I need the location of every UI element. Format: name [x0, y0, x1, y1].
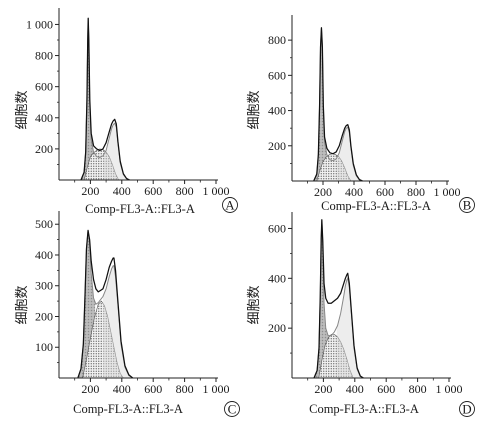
g2-peak-area: [103, 123, 130, 180]
g1-peak-texture: [80, 18, 96, 180]
g2-peak-area: [336, 127, 363, 181]
panel-label-circle: [459, 401, 475, 417]
y-tick-label: 400: [35, 248, 53, 262]
panel-label: C: [228, 402, 237, 417]
g1-peak-texture: [313, 219, 329, 378]
g1-peak-texture: [313, 27, 329, 181]
x-tick-label: 600: [144, 184, 162, 198]
histogram-line: [313, 219, 364, 379]
s-phase-area: [83, 148, 120, 181]
x-tick-label: 400: [113, 184, 131, 198]
x-tick-label: 200: [314, 185, 332, 199]
y-tick-label: 600: [268, 221, 286, 235]
y-tick-label: 800: [35, 49, 53, 63]
s-phase-area: [318, 334, 354, 379]
x-axis-label: Comp-FL3-A::FL3-A: [85, 202, 195, 216]
g2-peak-area: [336, 278, 364, 378]
x-tick-label: 200: [81, 382, 99, 396]
y-tick-label: 300: [35, 279, 53, 293]
x-tick-label: 600: [376, 185, 394, 199]
x-tick-label: 1 000: [436, 382, 463, 396]
panel-a: 200 400 600 800 1 000 200 400 600 800 1 000 细胞数 Com…: [14, 8, 238, 216]
y-tick-label: 600: [268, 68, 286, 82]
x-tick-label: 1 000: [434, 185, 461, 199]
g2-peak-area: [102, 265, 133, 378]
histogram-line: [80, 17, 130, 181]
histogram-line: [77, 229, 134, 379]
x-tick-label: 1 000: [203, 184, 230, 198]
y-tick-label: 400: [268, 104, 286, 118]
y-tick-label: 1 000: [26, 17, 53, 31]
x-tick-label: 800: [176, 184, 194, 198]
x-tick-label: 200: [81, 184, 99, 198]
y-tick-label: 400: [268, 271, 286, 285]
panel-label: B: [463, 198, 472, 213]
y-tick-label: 200: [35, 142, 53, 156]
x-tick-label: 800: [409, 382, 427, 396]
y-axis-label: 细胞数: [14, 285, 29, 324]
y-axis-label: 细胞数: [14, 90, 29, 129]
x-tick-label: 200: [314, 382, 332, 396]
panel-b: 200 400 600 800 200 400 600 800 1 000 细胞数 Comp-FL3…: [246, 15, 475, 213]
y-tick-label: 400: [35, 111, 53, 125]
panel-label: A: [225, 198, 235, 213]
x-tick-label: 800: [407, 185, 425, 199]
y-axis-label: 细胞数: [246, 90, 261, 129]
panel-label-circle: [222, 197, 238, 213]
y-tick-label: 800: [268, 33, 286, 47]
y-tick-label: 100: [35, 340, 53, 354]
y-tick-label: 200: [35, 309, 53, 323]
y-axis-label: 细胞数: [246, 285, 261, 324]
x-axis-label: Comp-FL3-A::FL3-A: [309, 402, 419, 416]
panel-c: 100 200 300 400 500 200 400 600 800 1 000 细胞数 Comp-…: [14, 211, 240, 417]
x-tick-label: 600: [377, 382, 395, 396]
y-tick-label: 200: [268, 321, 286, 335]
panel-label-circle: [224, 401, 240, 417]
y-tick-label: 200: [268, 139, 286, 153]
x-axis-label: Comp-FL3-A::FL3-A: [73, 402, 183, 416]
y-tick-label: 600: [35, 80, 53, 94]
y-tick-label: 500: [35, 217, 53, 231]
s-phase-area: [316, 153, 352, 182]
x-tick-label: 1 000: [203, 382, 230, 396]
panel-d: 200 400 600 200 400 600 800 1 000 细胞数 Comp-FL3-A:…: [246, 212, 475, 417]
x-axis-label: Comp-FL3-A::FL3-A: [321, 199, 431, 213]
x-tick-label: 400: [113, 382, 131, 396]
x-tick-label: 800: [176, 382, 194, 396]
x-tick-label: 400: [345, 185, 363, 199]
panel-label: D: [462, 402, 471, 417]
histogram-line: [313, 27, 363, 182]
s-phase-area: [82, 300, 124, 379]
x-tick-label: 400: [346, 382, 364, 396]
panel-label-circle: [459, 197, 475, 213]
x-tick-label: 600: [144, 382, 162, 396]
